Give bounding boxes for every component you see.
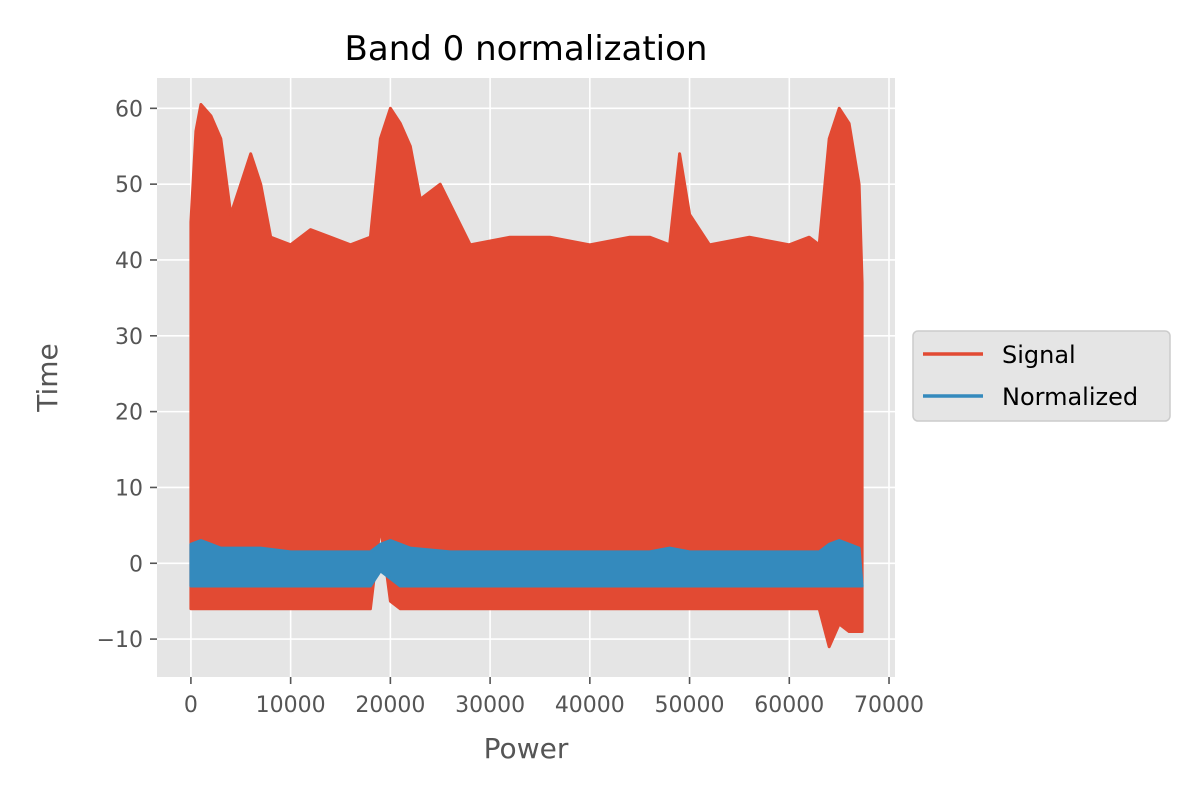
x-axis-label: Power [484, 732, 569, 765]
y-tick-label: 30 [115, 325, 143, 350]
x-tick-label: 30000 [455, 693, 525, 718]
y-tick-label: 60 [115, 97, 143, 122]
axis-ticks: 0 10000 20000 30000 40000 50000 60000 70000 −10 0… [97, 97, 924, 718]
y-tick-label: 40 [115, 249, 143, 274]
series-normalized-line [189, 539, 864, 588]
legend-label-signal: Signal [1002, 341, 1076, 369]
x-tick-label: 60000 [754, 693, 824, 718]
y-tick-label: 10 [115, 476, 143, 501]
data-series [189, 103, 864, 649]
y-tick-label: −10 [97, 628, 143, 653]
y-tick-label: 0 [129, 552, 143, 577]
y-tick-label: 20 [115, 401, 143, 426]
x-tick-label: 0 [184, 693, 198, 718]
y-tick-label: 50 [115, 173, 143, 198]
legend-label-normalized: Normalized [1002, 383, 1138, 411]
x-tick-label: 40000 [555, 693, 625, 718]
chart-title: Band 0 normalization [345, 29, 708, 69]
x-tick-label: 10000 [256, 693, 326, 718]
legend: Signal Normalized [912, 330, 1171, 422]
x-tick-label: 20000 [355, 693, 425, 718]
series-signal-line [189, 103, 864, 649]
x-tick-label: 70000 [854, 693, 924, 718]
x-tick-label: 50000 [655, 693, 725, 718]
y-axis-label: Time [31, 343, 64, 413]
